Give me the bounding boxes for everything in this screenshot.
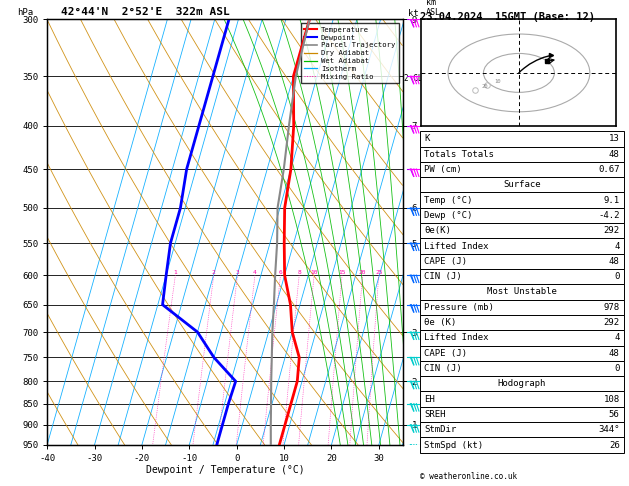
Text: 0.67: 0.67: [598, 165, 620, 174]
Text: Lifted Index: Lifted Index: [424, 333, 489, 343]
Text: Totals Totals: Totals Totals: [424, 150, 494, 159]
Text: K: K: [424, 134, 430, 143]
Text: Hodograph: Hodograph: [498, 379, 546, 388]
Text: Dewp (°C): Dewp (°C): [424, 211, 472, 220]
Text: 2 CL: 2 CL: [404, 74, 423, 83]
Text: StmSpd (kt): StmSpd (kt): [424, 440, 483, 450]
Legend: Temperature, Dewpoint, Parcel Trajectory, Dry Adiabat, Wet Adiabat, Isotherm, Mi: Temperature, Dewpoint, Parcel Trajectory…: [301, 23, 399, 84]
Text: PW (cm): PW (cm): [424, 165, 462, 174]
Text: 292: 292: [603, 226, 620, 235]
Text: Lifted Index: Lifted Index: [424, 242, 489, 251]
Text: 23.04.2024  15GMT (Base: 12): 23.04.2024 15GMT (Base: 12): [420, 12, 595, 22]
Text: 0: 0: [614, 364, 620, 373]
Text: km
ASL: km ASL: [426, 0, 441, 17]
Text: 15: 15: [338, 270, 346, 275]
Text: 6: 6: [279, 270, 282, 275]
Text: 13: 13: [609, 134, 620, 143]
Text: 20: 20: [482, 85, 488, 89]
Text: EH: EH: [424, 395, 435, 404]
Text: 20: 20: [359, 270, 366, 275]
Text: 108: 108: [603, 395, 620, 404]
Text: Surface: Surface: [503, 180, 540, 190]
Text: hPa: hPa: [17, 8, 33, 17]
Text: 9.1: 9.1: [603, 195, 620, 205]
Text: 344°: 344°: [598, 425, 620, 434]
Text: 48: 48: [609, 348, 620, 358]
Text: 42°44'N  2°52'E  322m ASL: 42°44'N 2°52'E 322m ASL: [62, 7, 230, 17]
Text: CIN (J): CIN (J): [424, 272, 462, 281]
Text: 48: 48: [609, 257, 620, 266]
Text: 3: 3: [236, 270, 240, 275]
Text: CAPE (J): CAPE (J): [424, 257, 467, 266]
Text: SREH: SREH: [424, 410, 445, 419]
Text: StmDir: StmDir: [424, 425, 456, 434]
Text: 25: 25: [375, 270, 382, 275]
Text: 8: 8: [298, 270, 301, 275]
Text: 26: 26: [609, 440, 620, 450]
Text: Pressure (mb): Pressure (mb): [424, 303, 494, 312]
Text: θe (K): θe (K): [424, 318, 456, 327]
Text: 0: 0: [614, 272, 620, 281]
Text: Temp (°C): Temp (°C): [424, 195, 472, 205]
Text: 4: 4: [253, 270, 257, 275]
X-axis label: Dewpoint / Temperature (°C): Dewpoint / Temperature (°C): [145, 466, 304, 475]
Text: 4: 4: [614, 333, 620, 343]
Text: © weatheronline.co.uk: © weatheronline.co.uk: [420, 472, 516, 481]
Text: CAPE (J): CAPE (J): [424, 348, 467, 358]
Text: kt: kt: [408, 9, 418, 18]
Text: 10: 10: [494, 79, 501, 84]
Text: 1: 1: [174, 270, 177, 275]
Text: -4.2: -4.2: [598, 211, 620, 220]
Text: 56: 56: [609, 410, 620, 419]
Y-axis label: Mixing Ratio (g/kg): Mixing Ratio (g/kg): [419, 181, 428, 283]
Text: θe(K): θe(K): [424, 226, 451, 235]
Text: Most Unstable: Most Unstable: [487, 287, 557, 296]
Text: 4: 4: [614, 242, 620, 251]
Text: 48: 48: [609, 150, 620, 159]
Text: 10: 10: [310, 270, 318, 275]
Text: 978: 978: [603, 303, 620, 312]
Text: 2: 2: [212, 270, 216, 275]
Text: CIN (J): CIN (J): [424, 364, 462, 373]
Text: 292: 292: [603, 318, 620, 327]
